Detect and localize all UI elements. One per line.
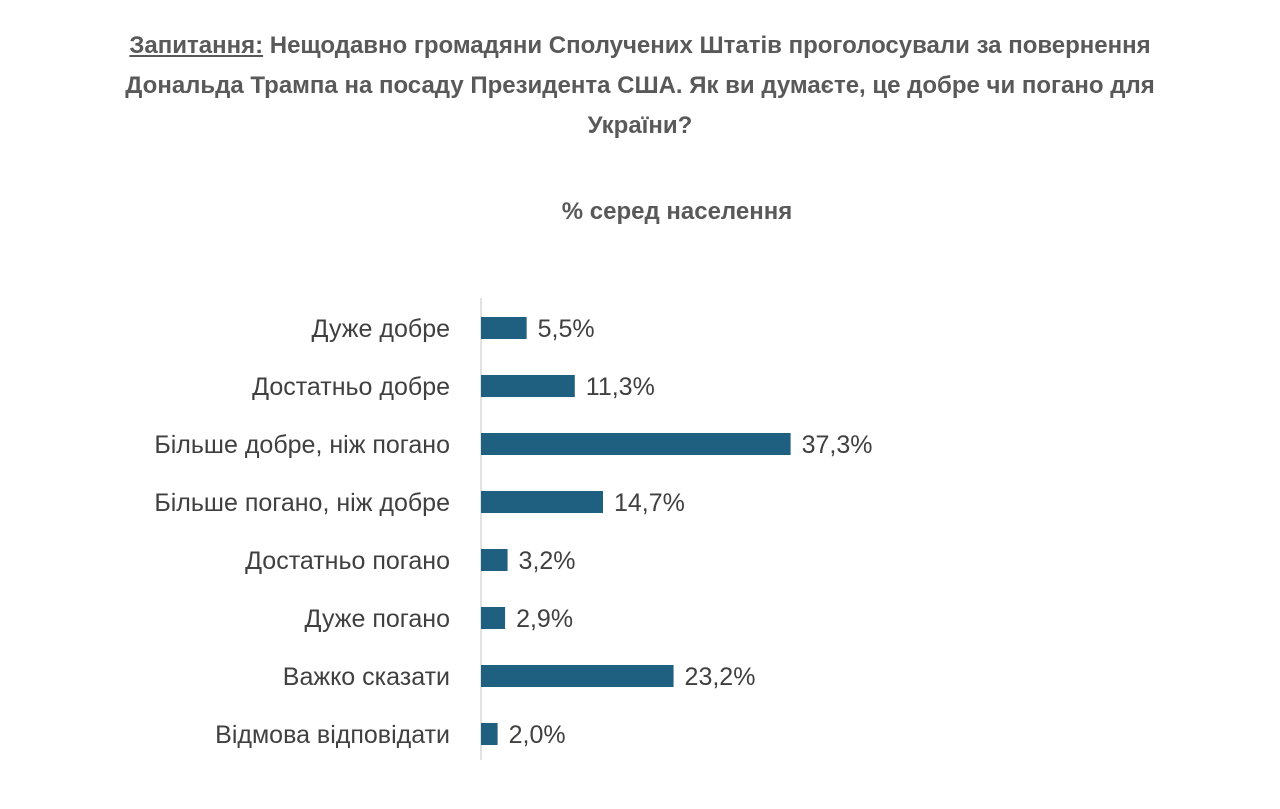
bar [481, 491, 604, 513]
value-label: 11,3% [586, 373, 655, 401]
value-label: 2,9% [516, 605, 573, 633]
bar [481, 549, 508, 571]
category-label: Дуже погано [305, 605, 450, 633]
bar [481, 607, 506, 629]
question-label: Запитання: [129, 32, 264, 59]
category-label: Важко сказати [283, 663, 450, 691]
chart-title: % серед населення [562, 198, 792, 225]
bars-group: Дуже добре 5,5% Достатньо добре 11,3% Більше… [154, 315, 872, 749]
bar [481, 723, 498, 745]
value-label: 23,2% [685, 663, 756, 691]
category-label: Більше добре, ніж погано [154, 431, 450, 459]
question-line-1: Запитання: Нещодавно громадяни Сполучени… [40, 26, 1240, 66]
bar [481, 375, 575, 397]
question-line-2: Дональда Трампа на посаду Президента США… [125, 72, 1155, 99]
question-text: Запитання: Нещодавно громадяни Сполучени… [40, 26, 1240, 146]
bar [481, 317, 527, 339]
value-label: 2,0% [509, 721, 566, 749]
category-label: Відмова відповідати [215, 721, 450, 749]
value-label: 14,7% [614, 489, 685, 517]
category-label: Дуже добре [312, 315, 450, 343]
value-label: 5,5% [538, 315, 595, 343]
category-label: Більше погано, ніж добре [154, 489, 450, 517]
value-label: 37,3% [802, 431, 873, 459]
category-label: Достатньо добре [252, 373, 450, 401]
value-label: 3,2% [519, 547, 576, 575]
category-label: Достатньо погано [245, 547, 450, 575]
question-line-3: України? [587, 112, 693, 139]
bar [481, 433, 791, 455]
question-line-1-text: Нещодавно громадяни Сполучених Штатів пр… [269, 32, 1151, 59]
bar [481, 665, 674, 687]
